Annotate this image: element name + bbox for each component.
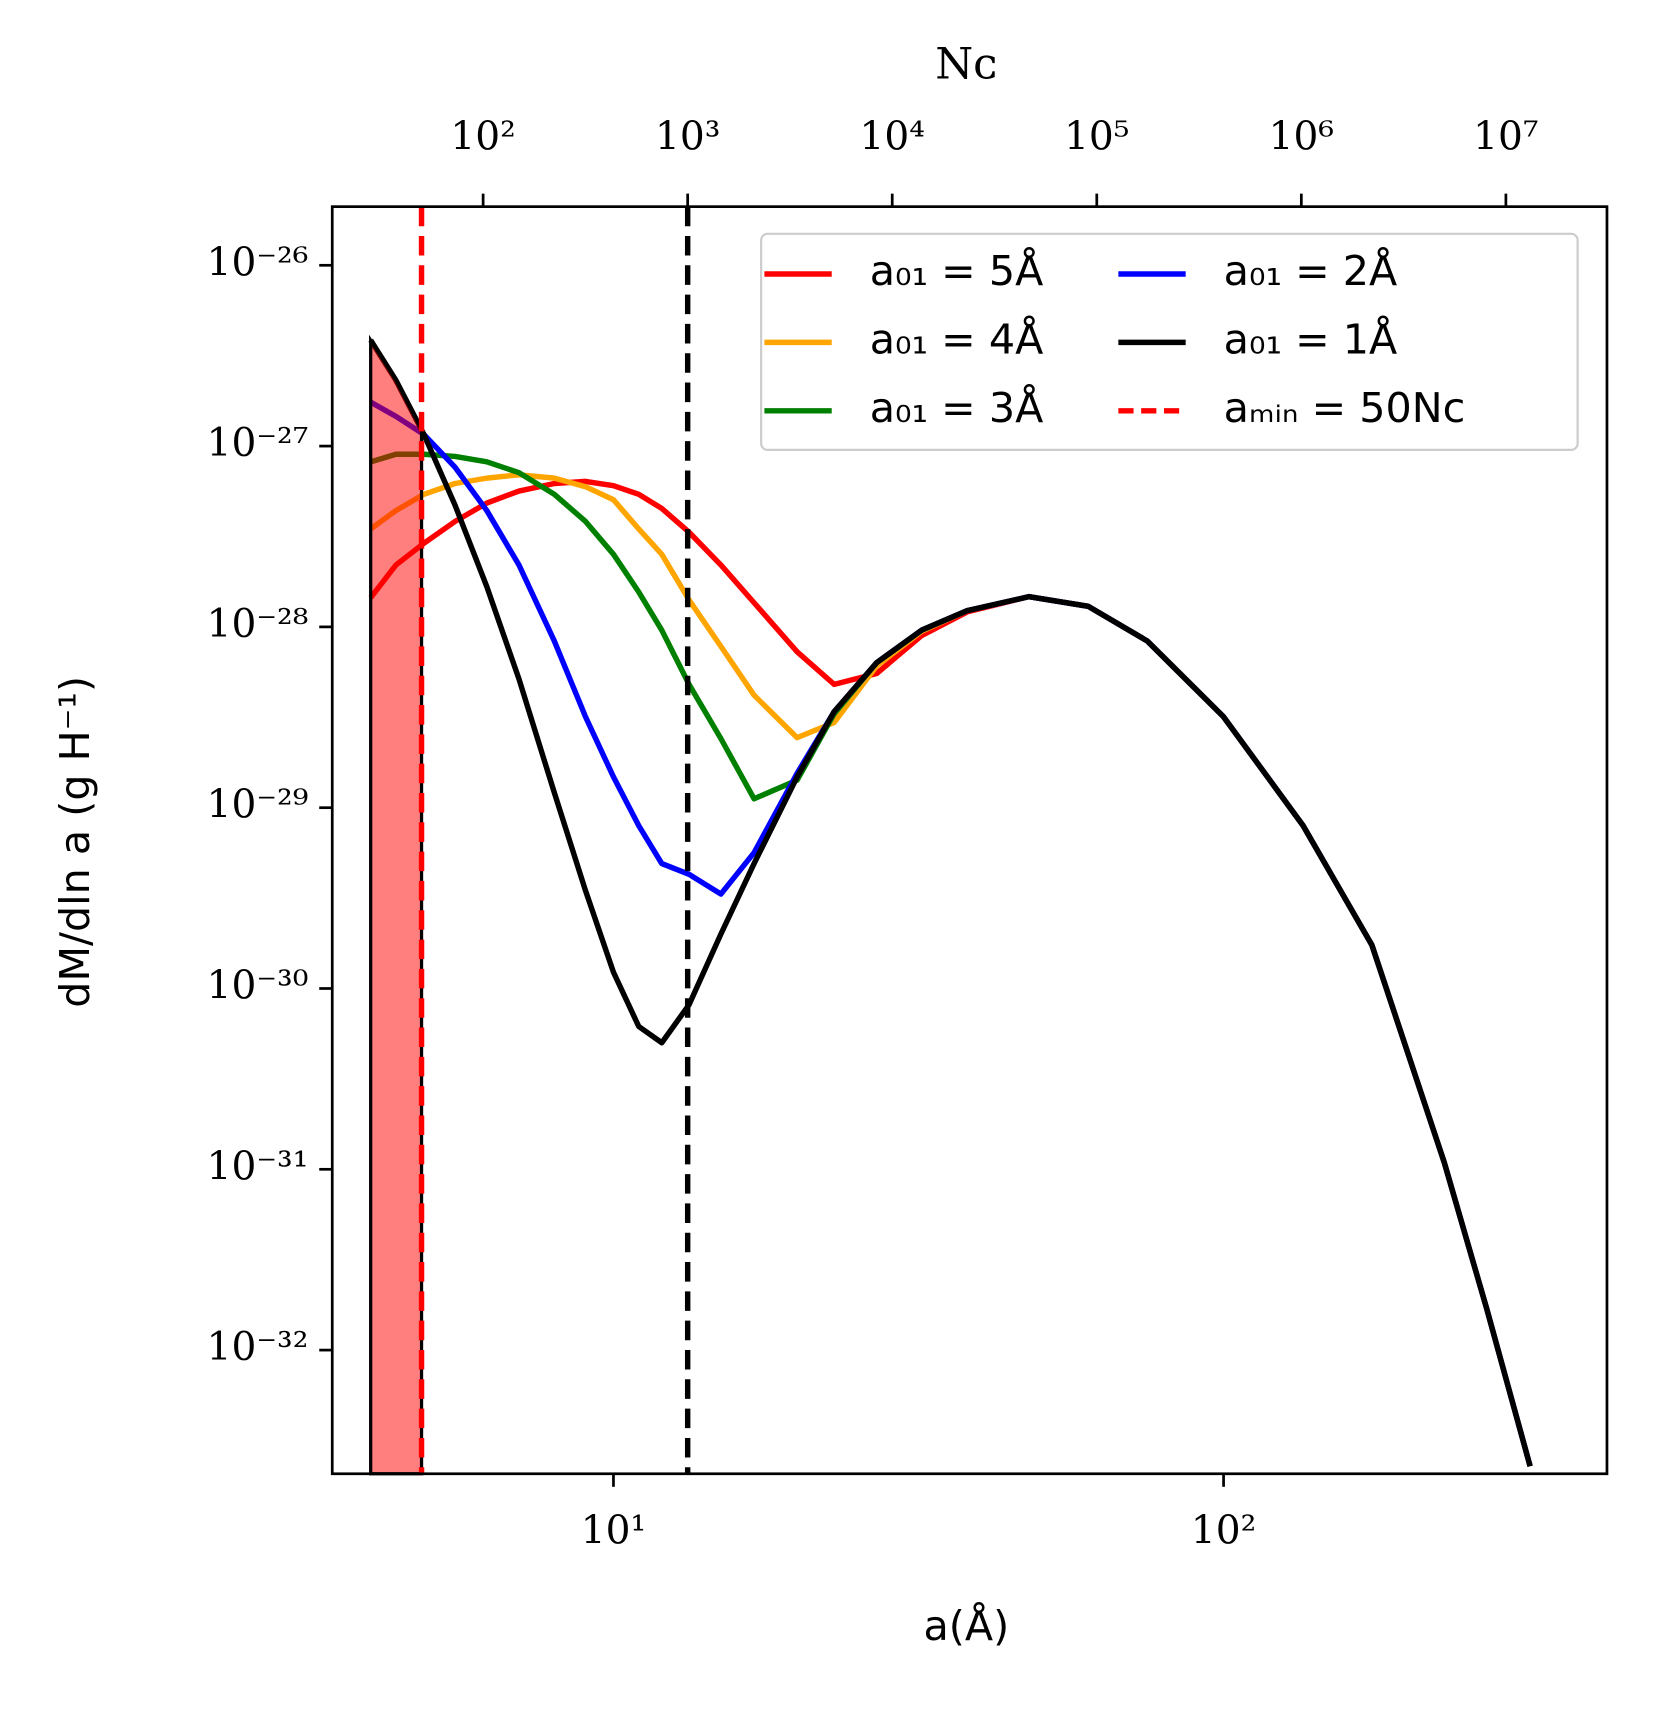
x2-tick-label: 10⁷ — [1473, 114, 1538, 159]
y-tick-label: 10⁻³¹ — [207, 1144, 309, 1189]
x2-tick-label: 10³ — [655, 114, 720, 159]
x2-tick-label: 10⁶ — [1269, 114, 1334, 159]
legend-label: aₘᵢₙ = 50Nᴄ — [1224, 384, 1466, 432]
x2-tick-label: 10² — [450, 114, 515, 159]
x2-axis-label: Nᴄ — [935, 40, 997, 90]
x-axis-label: a(Å) — [924, 1602, 1010, 1650]
legend-label: a₀₁ = 5Å — [870, 247, 1044, 295]
legend-label: a₀₁ = 1Å — [1224, 315, 1398, 363]
axes-frame — [330, 205, 1609, 1476]
legend-label: a₀₁ = 3Å — [870, 384, 1044, 432]
x-tick-label: 10¹ — [581, 1508, 646, 1553]
y-tick-label: 10⁻²⁷ — [207, 421, 309, 466]
line — [368, 338, 1533, 1467]
y-tick-label: 10⁻²⁹ — [207, 783, 309, 828]
line — [369, 451, 1533, 1467]
x2-tick-label: 10⁵ — [1064, 114, 1129, 159]
line — [369, 399, 1533, 1467]
legend-label: a₀₁ = 4Å — [870, 315, 1044, 363]
y-tick-label: 10⁻²⁶ — [207, 240, 309, 285]
shaded-region — [369, 334, 424, 1476]
y-tick-label: 10⁻³⁰ — [207, 963, 309, 1008]
x2-tick-label: 10⁴ — [860, 114, 925, 159]
y-tick-label: 10⁻³² — [207, 1325, 309, 1370]
x-tick-label: 10² — [1191, 1508, 1256, 1553]
legend-label: a₀₁ = 2Å — [1224, 247, 1398, 295]
y-tick-label: 10⁻²⁸ — [207, 602, 309, 647]
line — [368, 478, 1533, 1467]
y-axis-label: dM/dln a (g H⁻¹) — [51, 676, 99, 1008]
